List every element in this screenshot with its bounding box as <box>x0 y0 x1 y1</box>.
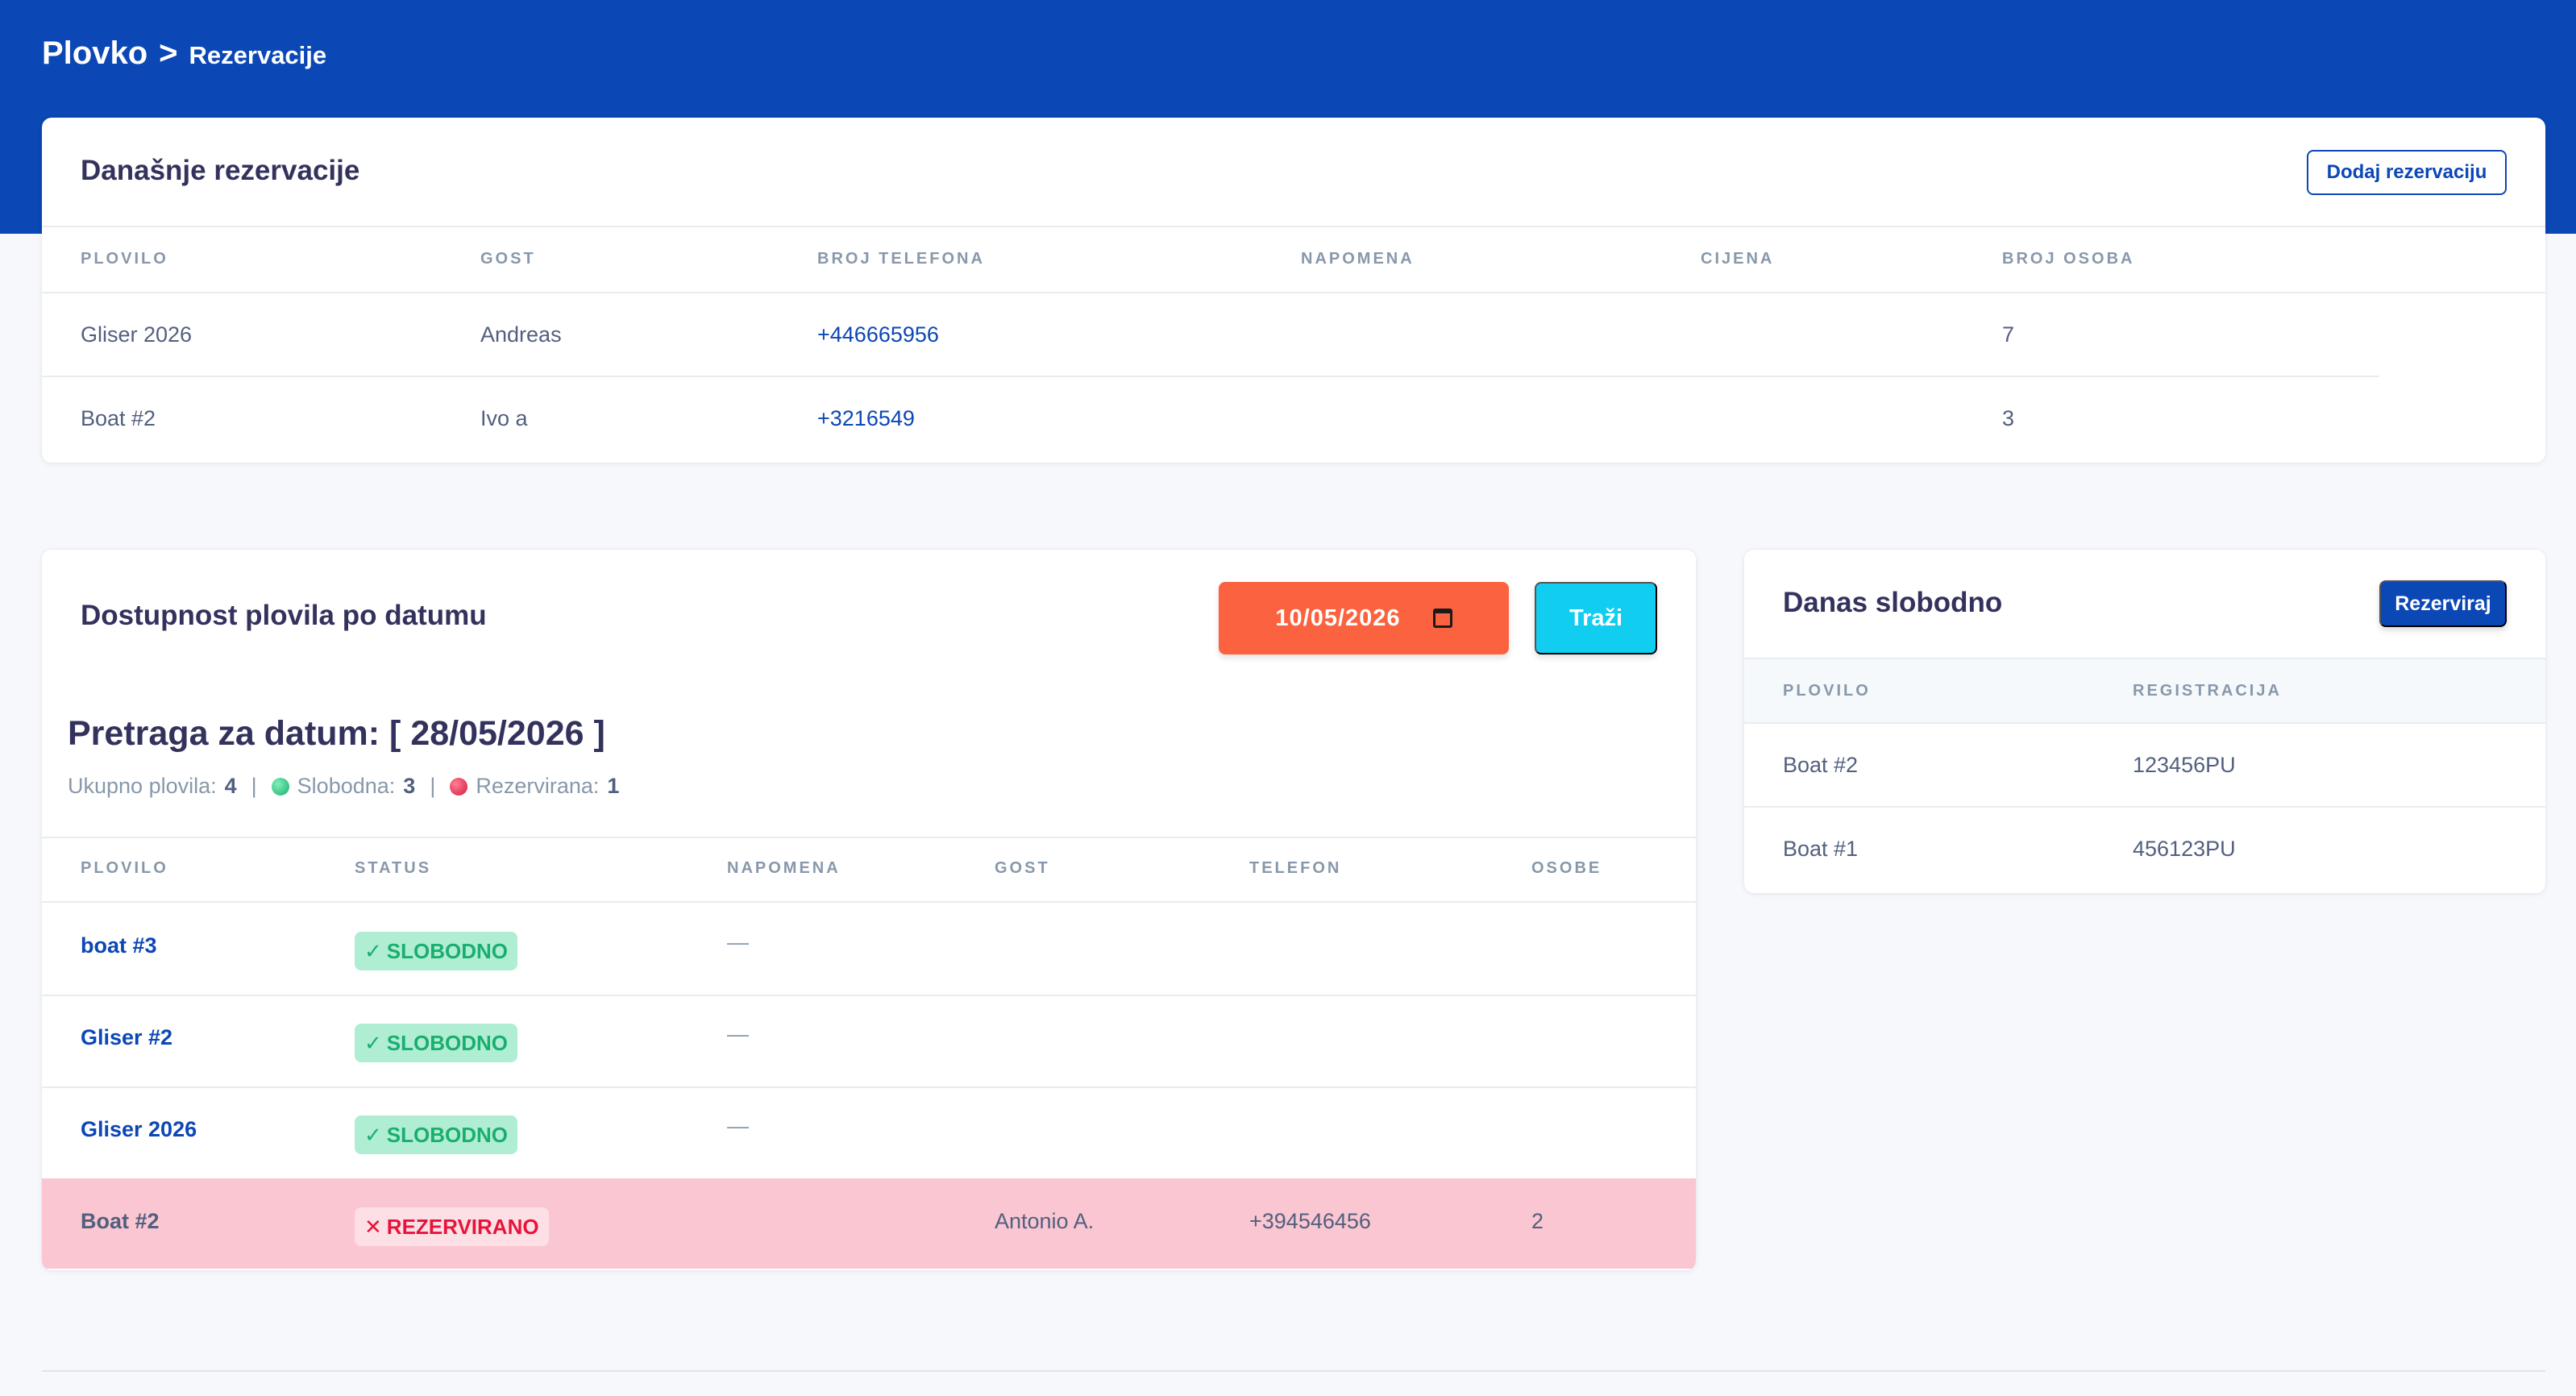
column-header-guest: GOST <box>480 250 536 268</box>
divider <box>42 292 2545 293</box>
divider <box>1744 806 2545 808</box>
card-title: Danas slobodno <box>1783 587 2003 618</box>
footer-divider <box>42 1370 2545 1372</box>
phone-link[interactable]: +3216549 <box>817 406 915 430</box>
guest-cell: Ivo a <box>480 406 528 430</box>
divider <box>42 995 1696 996</box>
reserved-count: 1 <box>607 774 620 798</box>
persons-cell: 3 <box>2002 406 2015 430</box>
breadcrumb-current-page: Rezervacije <box>189 41 327 69</box>
table-row-reserved: Boat #2 ✕ REZERVIRANO Antonio A. +394546… <box>42 1178 1696 1269</box>
status-label: SLOBODNO <box>386 1030 509 1055</box>
column-header-note: NAPOMENA <box>1301 250 1415 268</box>
status-label: SLOBODNO <box>386 1122 509 1147</box>
free-count: 3 <box>403 774 416 798</box>
red-dot-icon <box>450 777 468 796</box>
total-label: Ukupno plovila: <box>68 774 217 798</box>
table-row: Gliser #2 ✓ SLOBODNO — <box>42 995 1696 1085</box>
reserve-button[interactable]: Rezerviraj <box>2379 580 2507 627</box>
search-heading: Pretraga za datum: [ 28/05/2026 ] <box>68 714 605 753</box>
column-header-vessel: PLOVILO <box>81 859 168 877</box>
divider <box>42 901 1696 903</box>
breadcrumb-app[interactable]: Plovko <box>42 35 148 71</box>
table-row: Gliser 2026 ✓ SLOBODNO — <box>42 1086 1696 1177</box>
divider <box>42 226 2545 227</box>
vessel-link[interactable]: Gliser #2 <box>81 1025 173 1049</box>
column-header-price: CIJENA <box>1701 250 1775 268</box>
vessel-cell: Boat #2 <box>81 406 156 430</box>
status-badge: ✓ SLOBODNO <box>355 1116 518 1154</box>
column-header-guest: GOST <box>995 859 1050 877</box>
status-label: SLOBODNO <box>386 938 509 963</box>
x-icon: ✕ <box>364 1214 382 1239</box>
total-count: 4 <box>224 774 237 798</box>
column-header-persons: OSOBE <box>1531 859 1602 877</box>
column-header-phone: BROJ TELEFONA <box>817 250 985 268</box>
registration-cell: 123456PU <box>2133 753 2236 777</box>
breadcrumb-separator: > <box>159 35 178 71</box>
divider <box>42 1086 1696 1088</box>
check-icon: ✓ <box>364 1030 382 1055</box>
vessel-cell: Boat #1 <box>1783 837 1859 861</box>
status-label: REZERVIRANO <box>386 1214 539 1239</box>
reserved-label: Rezervirana: <box>476 774 600 798</box>
availability-card: Dostupnost plovila po datumu 10/05/2026 … <box>42 550 1696 1270</box>
phone-link[interactable]: +446665956 <box>817 322 939 347</box>
date-input[interactable]: 10/05/2026 <box>1219 582 1509 654</box>
guest-cell: Andreas <box>480 322 562 347</box>
card-title: Dostupnost plovila po datumu <box>81 600 487 631</box>
status-badge: ✕ REZERVIRANO <box>355 1207 549 1246</box>
today-reservations-card: Današnje rezervacije Dodaj rezervaciju P… <box>42 118 2545 463</box>
check-icon: ✓ <box>364 938 382 963</box>
note-cell: — <box>727 1114 749 1138</box>
date-value: 10/05/2026 <box>1275 605 1401 631</box>
breadcrumb: Plovko > Rezervacije <box>42 35 326 72</box>
column-header-phone: TELEFON <box>1249 859 1342 877</box>
divider <box>42 837 1696 838</box>
search-button[interactable]: Traži <box>1535 582 1657 654</box>
guest-cell: Antonio A. <box>995 1209 1095 1233</box>
separator: | <box>430 774 436 798</box>
free-today-card: Danas slobodno Rezerviraj PLOVILO REGIST… <box>1744 550 2545 893</box>
table-row: boat #3 ✓ SLOBODNO — <box>42 903 1696 993</box>
vessel-cell: Boat #2 <box>1783 753 1859 777</box>
column-header-persons: BROJ OSOBA <box>2002 250 2135 268</box>
availability-summary: Ukupno plovila: 4 | Slobodna: 3 | Rezerv… <box>68 774 619 799</box>
separator: | <box>251 774 257 798</box>
column-header-note: NAPOMENA <box>727 859 841 877</box>
vessel-link[interactable]: Gliser 2026 <box>81 1117 197 1141</box>
divider <box>42 376 2379 377</box>
column-header-vessel: PLOVILO <box>81 250 168 268</box>
vessel-link[interactable]: boat #3 <box>81 933 157 958</box>
table-header <box>1744 659 2545 722</box>
persons-cell: 7 <box>2002 322 2015 347</box>
column-header-registration: REGISTRACIJA <box>2133 682 2282 700</box>
vessel-name: Boat #2 <box>81 1209 160 1233</box>
note-cell: — <box>727 930 749 954</box>
column-header-vessel: PLOVILO <box>1783 682 1871 700</box>
status-badge: ✓ SLOBODNO <box>355 1024 518 1062</box>
add-reservation-button[interactable]: Dodaj rezervaciju <box>2307 150 2507 195</box>
divider <box>1744 658 2545 659</box>
calendar-icon[interactable] <box>1432 609 1452 628</box>
persons-cell: 2 <box>1531 1209 1544 1233</box>
green-dot-icon <box>271 777 289 796</box>
column-header-status: STATUS <box>355 859 432 877</box>
status-badge: ✓ SLOBODNO <box>355 932 518 970</box>
check-icon: ✓ <box>364 1122 382 1147</box>
divider <box>1744 722 2545 724</box>
registration-cell: 456123PU <box>2133 837 2236 861</box>
phone-cell: +394546456 <box>1249 1209 1371 1233</box>
card-title: Današnje rezervacije <box>81 155 360 186</box>
free-label: Slobodna: <box>297 774 396 798</box>
note-cell: — <box>727 1022 749 1046</box>
vessel-cell: Gliser 2026 <box>81 322 193 347</box>
